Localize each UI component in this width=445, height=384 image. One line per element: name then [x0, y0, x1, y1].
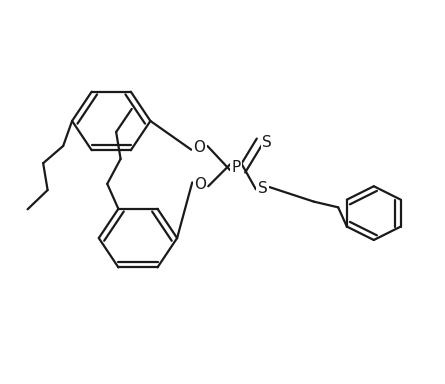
- Text: O: O: [194, 177, 206, 192]
- Text: O: O: [194, 140, 205, 156]
- Text: S: S: [262, 134, 272, 150]
- Text: S: S: [258, 180, 267, 196]
- Text: P: P: [231, 159, 240, 175]
